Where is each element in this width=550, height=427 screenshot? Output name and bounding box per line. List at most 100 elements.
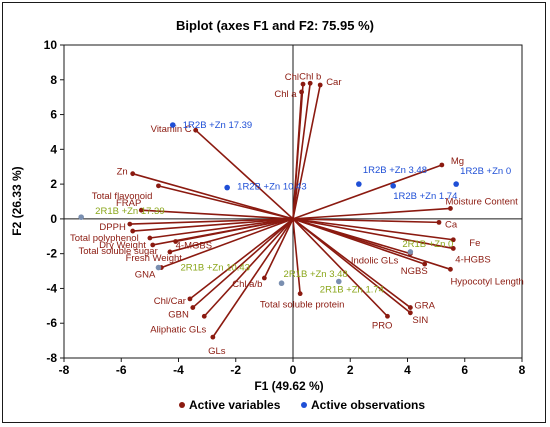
vector-dry-weight [149,218,294,239]
vector-total-flavonoid [158,185,294,220]
vector-tip-pro [385,313,390,319]
legend-marker-variables [179,402,185,408]
vector-tip-ca [436,219,442,225]
vector-label-car: Car [326,77,341,88]
vector-tip-frap [138,207,144,213]
observation-label-1r2b-zn-17-39: 1R2B +Zn 17.39 [183,120,252,131]
x-tick-label: 8 [519,363,526,377]
vector-gbn [192,218,294,309]
y-tick-label: -8 [46,351,57,365]
vector-label-total-flavonoid: Total flavonoid [92,191,153,202]
observation-point-1r2b-zn-10-43 [224,184,230,191]
vector-tip-chl-b [307,80,313,86]
observation-point-2r1b-zn-3-48 [278,280,285,287]
vector-tip-vitamin-c [193,127,199,133]
observation-label-2r1b-zn-0: 2R1B +Zn 0 [402,239,453,250]
vector-mg [292,164,443,220]
axis-ticks: -8 -6 -4 -2 0 2 4 6 8 -8 -6 -4 -2 0 2 4 6 8 10 [44,38,526,377]
x-axis-label: F1 (49.62 %) [254,379,323,393]
vector-label-4-hgbs: 4-HGBS [455,254,490,265]
vector-tip-total-flavonoid [156,183,161,189]
observation-point-1r2b-zn-17-39 [169,122,176,128]
vector-label-frap: FRAP [116,198,141,209]
x-tick-label: -2 [230,363,241,377]
chart-title: Biplot (axes F1 and F2: 75.95 %) [176,18,374,33]
vector-label-indolic-gls: Indolic GLs [351,256,399,267]
observation-point-1r2b-zn-0 [453,181,459,187]
vector-label-chl-a: Chl a [274,89,297,100]
vector-fresh-weight [169,218,294,253]
vector-label-chl-car: Chl/Car [154,296,186,307]
vector-label-total-soluble-sugar: Total soluble sugar [79,246,158,257]
vector-ca [292,218,440,224]
vector-tip-chl-car [187,296,193,302]
chart-frame: Biplot (axes F1 and F2: 75.95 %) F1 (49.… [2,2,546,423]
observation-point-2r1b-zn-10-43 [155,264,162,271]
y-axis-label: F2 (26.33 %) [10,166,24,235]
vector-zn [132,172,294,220]
vector-label-mg: Mg [451,156,464,167]
vector-label-moisture-content: Moisture Content [445,196,518,207]
vector-tip-gls [210,334,216,340]
vector-label-pro: PRO [372,320,393,331]
vector-chl-a-b [263,218,294,279]
observation-point-1r2b-zn-1-74 [390,183,396,189]
vector-gls [212,218,294,338]
observation-points: 1R2B +Zn 17.39 1R2B +Zn 10.43 1R2B +Zn 3.4… [78,120,511,295]
vector-tip-zn [130,171,136,177]
vector-label-chl: Chl [285,72,299,83]
vector-car [292,84,321,220]
legend-label-variables: Active variables [189,398,281,412]
vector-tip-chl-a [299,89,304,95]
vector-tip-dpph [127,221,133,227]
observation-label-2r1b-zn-10-43: 2R1B +Zn 10.43 [180,263,249,274]
observation-label-1r2b-zn-10-43: 1R2B +Zn 10.43 [237,182,306,193]
vector-label-total-soluble-protein: Total soluble protein [260,300,345,311]
vector-tip-aliphatic-gls [201,313,207,319]
vector-tip-fe [450,237,456,243]
x-tick-label: -4 [173,363,184,377]
y-tick-label: 10 [44,38,58,52]
vector-tip-total-soluble-sugar [150,242,156,248]
observation-label-1r2b-zn-0: 1R2B +Zn 0 [460,166,511,177]
observation-point-2r1b-zn-17-39 [78,214,84,220]
vector-label-sin: SIN [412,315,428,326]
vector-label-gna: GNA [135,270,156,281]
vector-aliphatic-gls [203,218,294,317]
vector-label-gbn: GBN [168,310,189,321]
vector-tip-moisture-content [448,206,453,211]
vector-label-fresh-weight: Fresh Weight [126,253,183,264]
vector-label-ngbs: NGBS [401,266,428,277]
y-tick-label: 8 [50,73,57,87]
vector-4-mgbs [175,218,294,243]
x-tick-label: -8 [59,363,70,377]
vector-chl-b [292,83,311,219]
vector-chl-a [292,91,303,219]
x-tick-label: 4 [404,363,411,377]
legend-label-observations: Active observations [311,398,425,412]
vector-label-dry-weight: Dry Weight [99,240,146,251]
observation-label-1r2b-zn-3-48: 1R2B +Zn 3.48 [363,165,427,176]
observation-label-1r2b-zn-1-74: 1R2B +Zn 1.74 [393,191,457,202]
x-tick-label: 2 [347,363,354,377]
vector-tip-total-soluble-protein [297,291,303,297]
vector-tip-mg [439,162,445,168]
vector-total-polyphenol [132,218,294,232]
vector-moisture-content [292,207,451,220]
y-tick-label: -4 [46,281,57,295]
vector-sin [292,218,411,314]
vector-label-chl-b: Chl b [299,71,321,82]
vector-total-soluble-protein [292,218,301,294]
y-tick-label: 2 [50,177,57,191]
vector-label-total-polyphenol: Total polyphenol [70,233,139,244]
x-tick-label: 0 [290,363,297,377]
x-tick-label: 6 [461,363,468,377]
vector-4-hgbs [292,218,454,250]
vector-pro [292,218,389,317]
vector-tip-gbn [190,305,196,310]
vector-fe [292,218,454,241]
vector-tip-ngbs [422,261,428,267]
vector-tip-total-polyphenol [130,228,136,234]
observation-point-2r1b-zn-0 [407,249,414,255]
